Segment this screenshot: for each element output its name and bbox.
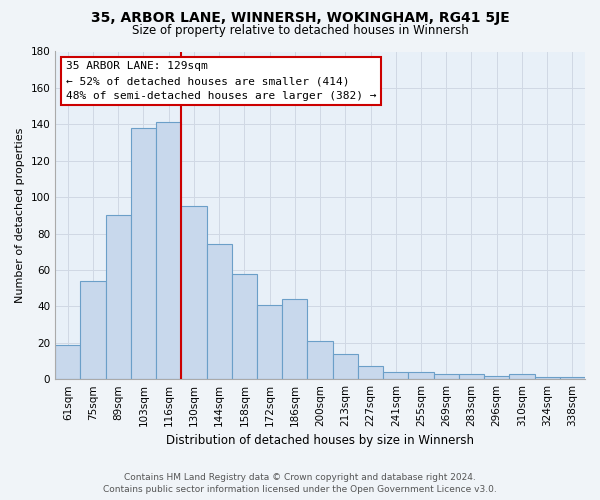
Bar bbox=[560, 378, 585, 379]
Bar bbox=[509, 374, 535, 379]
Bar bbox=[257, 304, 282, 379]
Bar bbox=[156, 122, 181, 379]
Bar bbox=[181, 206, 206, 379]
Bar bbox=[282, 299, 307, 379]
Bar bbox=[232, 274, 257, 379]
Bar bbox=[358, 366, 383, 379]
Bar bbox=[206, 244, 232, 379]
Bar bbox=[80, 281, 106, 379]
Bar bbox=[409, 372, 434, 379]
Y-axis label: Number of detached properties: Number of detached properties bbox=[15, 128, 25, 303]
Bar bbox=[484, 376, 509, 379]
X-axis label: Distribution of detached houses by size in Winnersh: Distribution of detached houses by size … bbox=[166, 434, 474, 448]
Bar bbox=[307, 341, 332, 379]
Bar bbox=[131, 128, 156, 379]
Bar bbox=[106, 216, 131, 379]
Bar bbox=[332, 354, 358, 379]
Bar bbox=[535, 378, 560, 379]
Bar bbox=[383, 372, 409, 379]
Bar bbox=[434, 374, 459, 379]
Text: 35, ARBOR LANE, WINNERSH, WOKINGHAM, RG41 5JE: 35, ARBOR LANE, WINNERSH, WOKINGHAM, RG4… bbox=[91, 11, 509, 25]
Bar bbox=[459, 374, 484, 379]
Text: Contains HM Land Registry data © Crown copyright and database right 2024.
Contai: Contains HM Land Registry data © Crown c… bbox=[103, 472, 497, 494]
Bar bbox=[55, 344, 80, 379]
Text: Size of property relative to detached houses in Winnersh: Size of property relative to detached ho… bbox=[131, 24, 469, 37]
Text: 35 ARBOR LANE: 129sqm
← 52% of detached houses are smaller (414)
48% of semi-det: 35 ARBOR LANE: 129sqm ← 52% of detached … bbox=[66, 62, 376, 101]
